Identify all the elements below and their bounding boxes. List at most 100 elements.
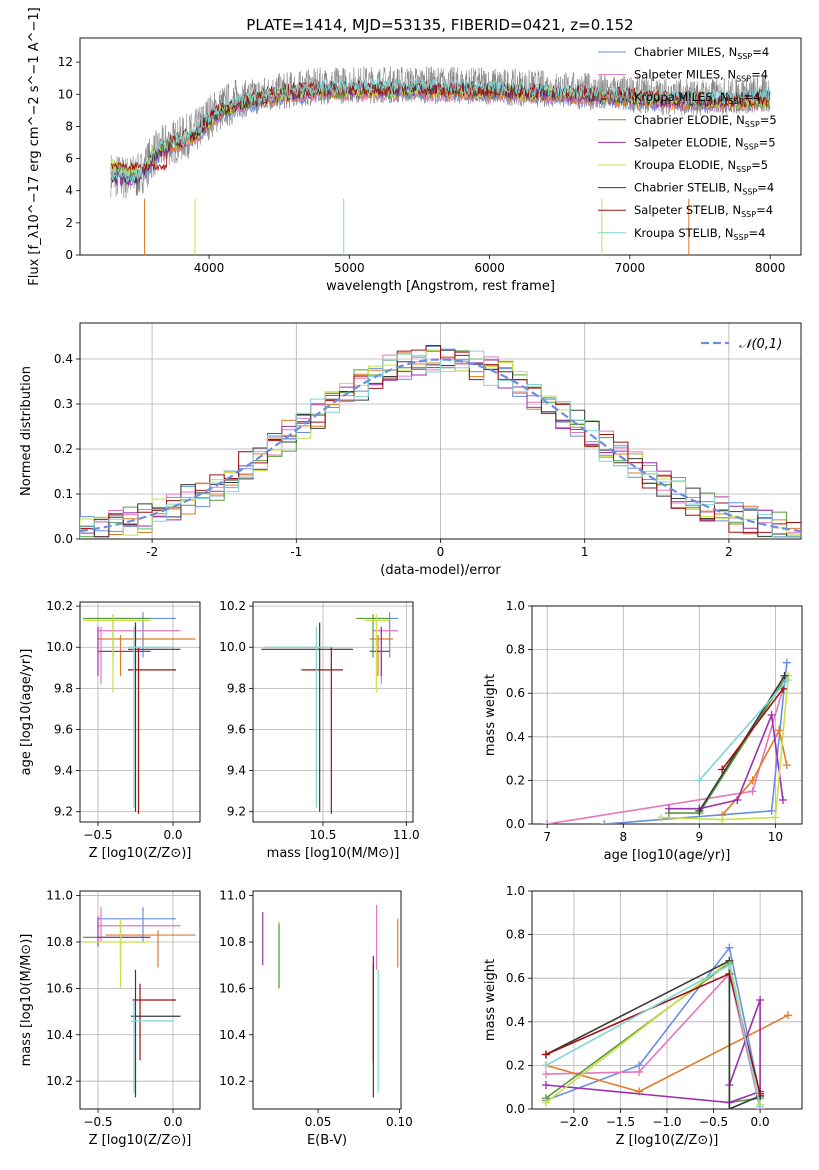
axes-mass_vs_ebv: 0.05 0.10 10.2 10.4 10.6 10.8 11.0 E(B-V) [219,889,412,1148]
axes-weight_vs_age: 7 8 9 10 0.0 0.2 0.4 0.6 0.8 1.0 age [log10(age/yr… [483,599,803,863]
legend-subscript: SSP [741,210,756,219]
x-tick-label: 7 [543,830,551,844]
y-tick-label: 0.2 [506,1058,525,1072]
y-tick-label: 10.0 [46,640,73,654]
legend-subscript: SSP [736,165,751,174]
legend-subscript: SSP [734,233,749,242]
x-tick-label: −2.0 [559,1115,588,1129]
y-tick-label: 11.0 [219,889,246,903]
y-tick-label: 0.4 [54,352,73,366]
legend-count: =4 [756,203,773,217]
figure-title: PLATE=1414, MJD=53135, FIBERID=0421, z=0… [246,16,633,34]
weight-marker-salpeter-stelib [718,765,727,774]
x-tick-label: 8 [619,830,627,844]
y-axis-label: mass weight [483,674,498,756]
legend-subscript: SSP [745,120,760,129]
weight-line-chabrier-elodie [668,677,786,814]
legend-label: Chabrier STELIB, NSSP=4 [634,181,774,197]
y-tick-label: 8 [65,119,73,133]
y-tick-label: 10.2 [46,599,73,613]
model-spectrum-kroupa-stelib [110,77,771,183]
plot-area [543,658,793,824]
x-tick-label: -2 [146,545,158,559]
axes-frame [531,890,803,1110]
y-tick-label: 9.8 [54,681,73,695]
axes-frame [252,601,414,823]
weight-marker-kroupa-elodie [657,813,666,822]
weight-marker-salpeter-miles [543,820,552,824]
weight-marker-chabrier-miles [600,820,609,824]
weight-marker-kroupa-stelib [695,776,704,785]
x-tick-label: 0.0 [163,828,182,842]
y-tick-label: 0.0 [54,532,73,546]
y-tick-label: 1.0 [506,599,525,613]
x-axis-label: age [log10(age/yr)] [604,848,731,863]
y-tick-label: 11.0 [46,889,73,903]
x-axis-label: Z [log10(Z/Z⊙)] [616,1133,719,1148]
y-tick-label: 0.3 [54,397,73,411]
x-tick-label: 10.5 [310,828,337,842]
weight-marker-kroupa-elodie [771,813,780,822]
legend-subscript: SSP [729,97,744,106]
weight-marker-chabrier-miles [782,658,791,667]
axes-frame [79,37,802,256]
y-tick-label: 9.8 [227,681,246,695]
x-tick-label: 10 [768,830,783,844]
axes-frame [79,322,802,540]
weight-marker-chabrier-stelib [725,1105,734,1109]
x-tick-label: −0.5 [83,1115,112,1129]
y-tick-label: 9.2 [227,805,246,819]
y-tick-label: 10.8 [219,935,246,949]
weight-marker-salpeter-miles [541,1070,550,1079]
weight-marker-kroupa-elodie [718,815,727,824]
weight-marker-kroupa-stelib [725,961,734,970]
x-tick-label: −1.5 [606,1115,635,1129]
weight-marker-salpeter-miles [635,1067,644,1076]
axes-spectrum: 4000 5000 6000 7000 8000 0 2 4 6 8 10 12 wavelength … [27,7,802,294]
x-tick-label: −0.5 [699,1115,728,1129]
x-tick-label: 0.05 [305,1115,332,1129]
y-tick-label: 0.4 [506,730,525,744]
y-tick-label: 12 [58,55,73,69]
legend-count: =4 [752,45,769,59]
plot-area [541,943,793,1109]
weight-line-kroupa-elodie [545,959,761,1105]
weight-marker-salpeter-elodie [767,711,776,719]
legend-label: Kroupa ELODIE, NSSP=5 [634,158,768,174]
plot-area [262,904,399,1098]
y-tick-label: 10.0 [219,640,246,654]
axes-frame [79,890,201,1110]
y-tick-label: 0.1 [54,487,73,501]
weight-marker-salpeter-elodie [778,796,787,805]
legend-label: Salpeter MILES, NSSP=4 [634,68,768,84]
weight-line-kroupa-elodie [661,675,790,821]
weight-marker-chabrier-miles [767,806,776,815]
y-tick-label: 9.4 [227,764,246,778]
legend-count: =5 [751,158,768,172]
x-tick-label: 0.10 [386,1115,413,1129]
legend-label: 𝒩(0,1) [739,337,782,352]
legend-label: Chabrier MILES, NSSP=4 [634,45,769,61]
weight-marker-kroupa-miles [748,776,757,785]
weight-marker-salpeter-stelib [541,1050,550,1059]
axes-frame [79,601,201,823]
weight-marker-kroupa-miles [784,1011,793,1020]
axes-residuals: -2 -1 0 1 2 0.0 0.1 0.2 0.3 0.4 (data-model)/error… [19,322,802,578]
x-axis-label: mass [log10(M/M⊙)] [267,846,400,861]
legend-subscript: SSP [736,75,751,84]
x-tick-label: 5000 [334,261,365,275]
x-axis-label: Z [log10(Z/Z⊙)] [89,1133,192,1148]
axes-age_vs_mass: 10.5 11.0 9.2 9.4 9.6 9.8 10.0 10.2 mass [log10(… [219,599,419,861]
y-tick-label: 10.6 [46,981,73,995]
weight-line-salpeter-stelib [721,688,784,770]
legend-count: =4 [749,226,766,240]
x-tick-label: 7000 [615,261,646,275]
plot-area [83,907,196,1098]
legend-count: =4 [751,68,768,82]
y-tick-label: 10.2 [46,1074,73,1088]
x-tick-label: 9 [696,830,704,844]
plot-area [83,612,196,814]
weight-marker-chabrier-stelib [695,806,704,815]
y-tick-label: 6 [65,152,73,166]
y-tick-label: 0 [65,248,73,262]
